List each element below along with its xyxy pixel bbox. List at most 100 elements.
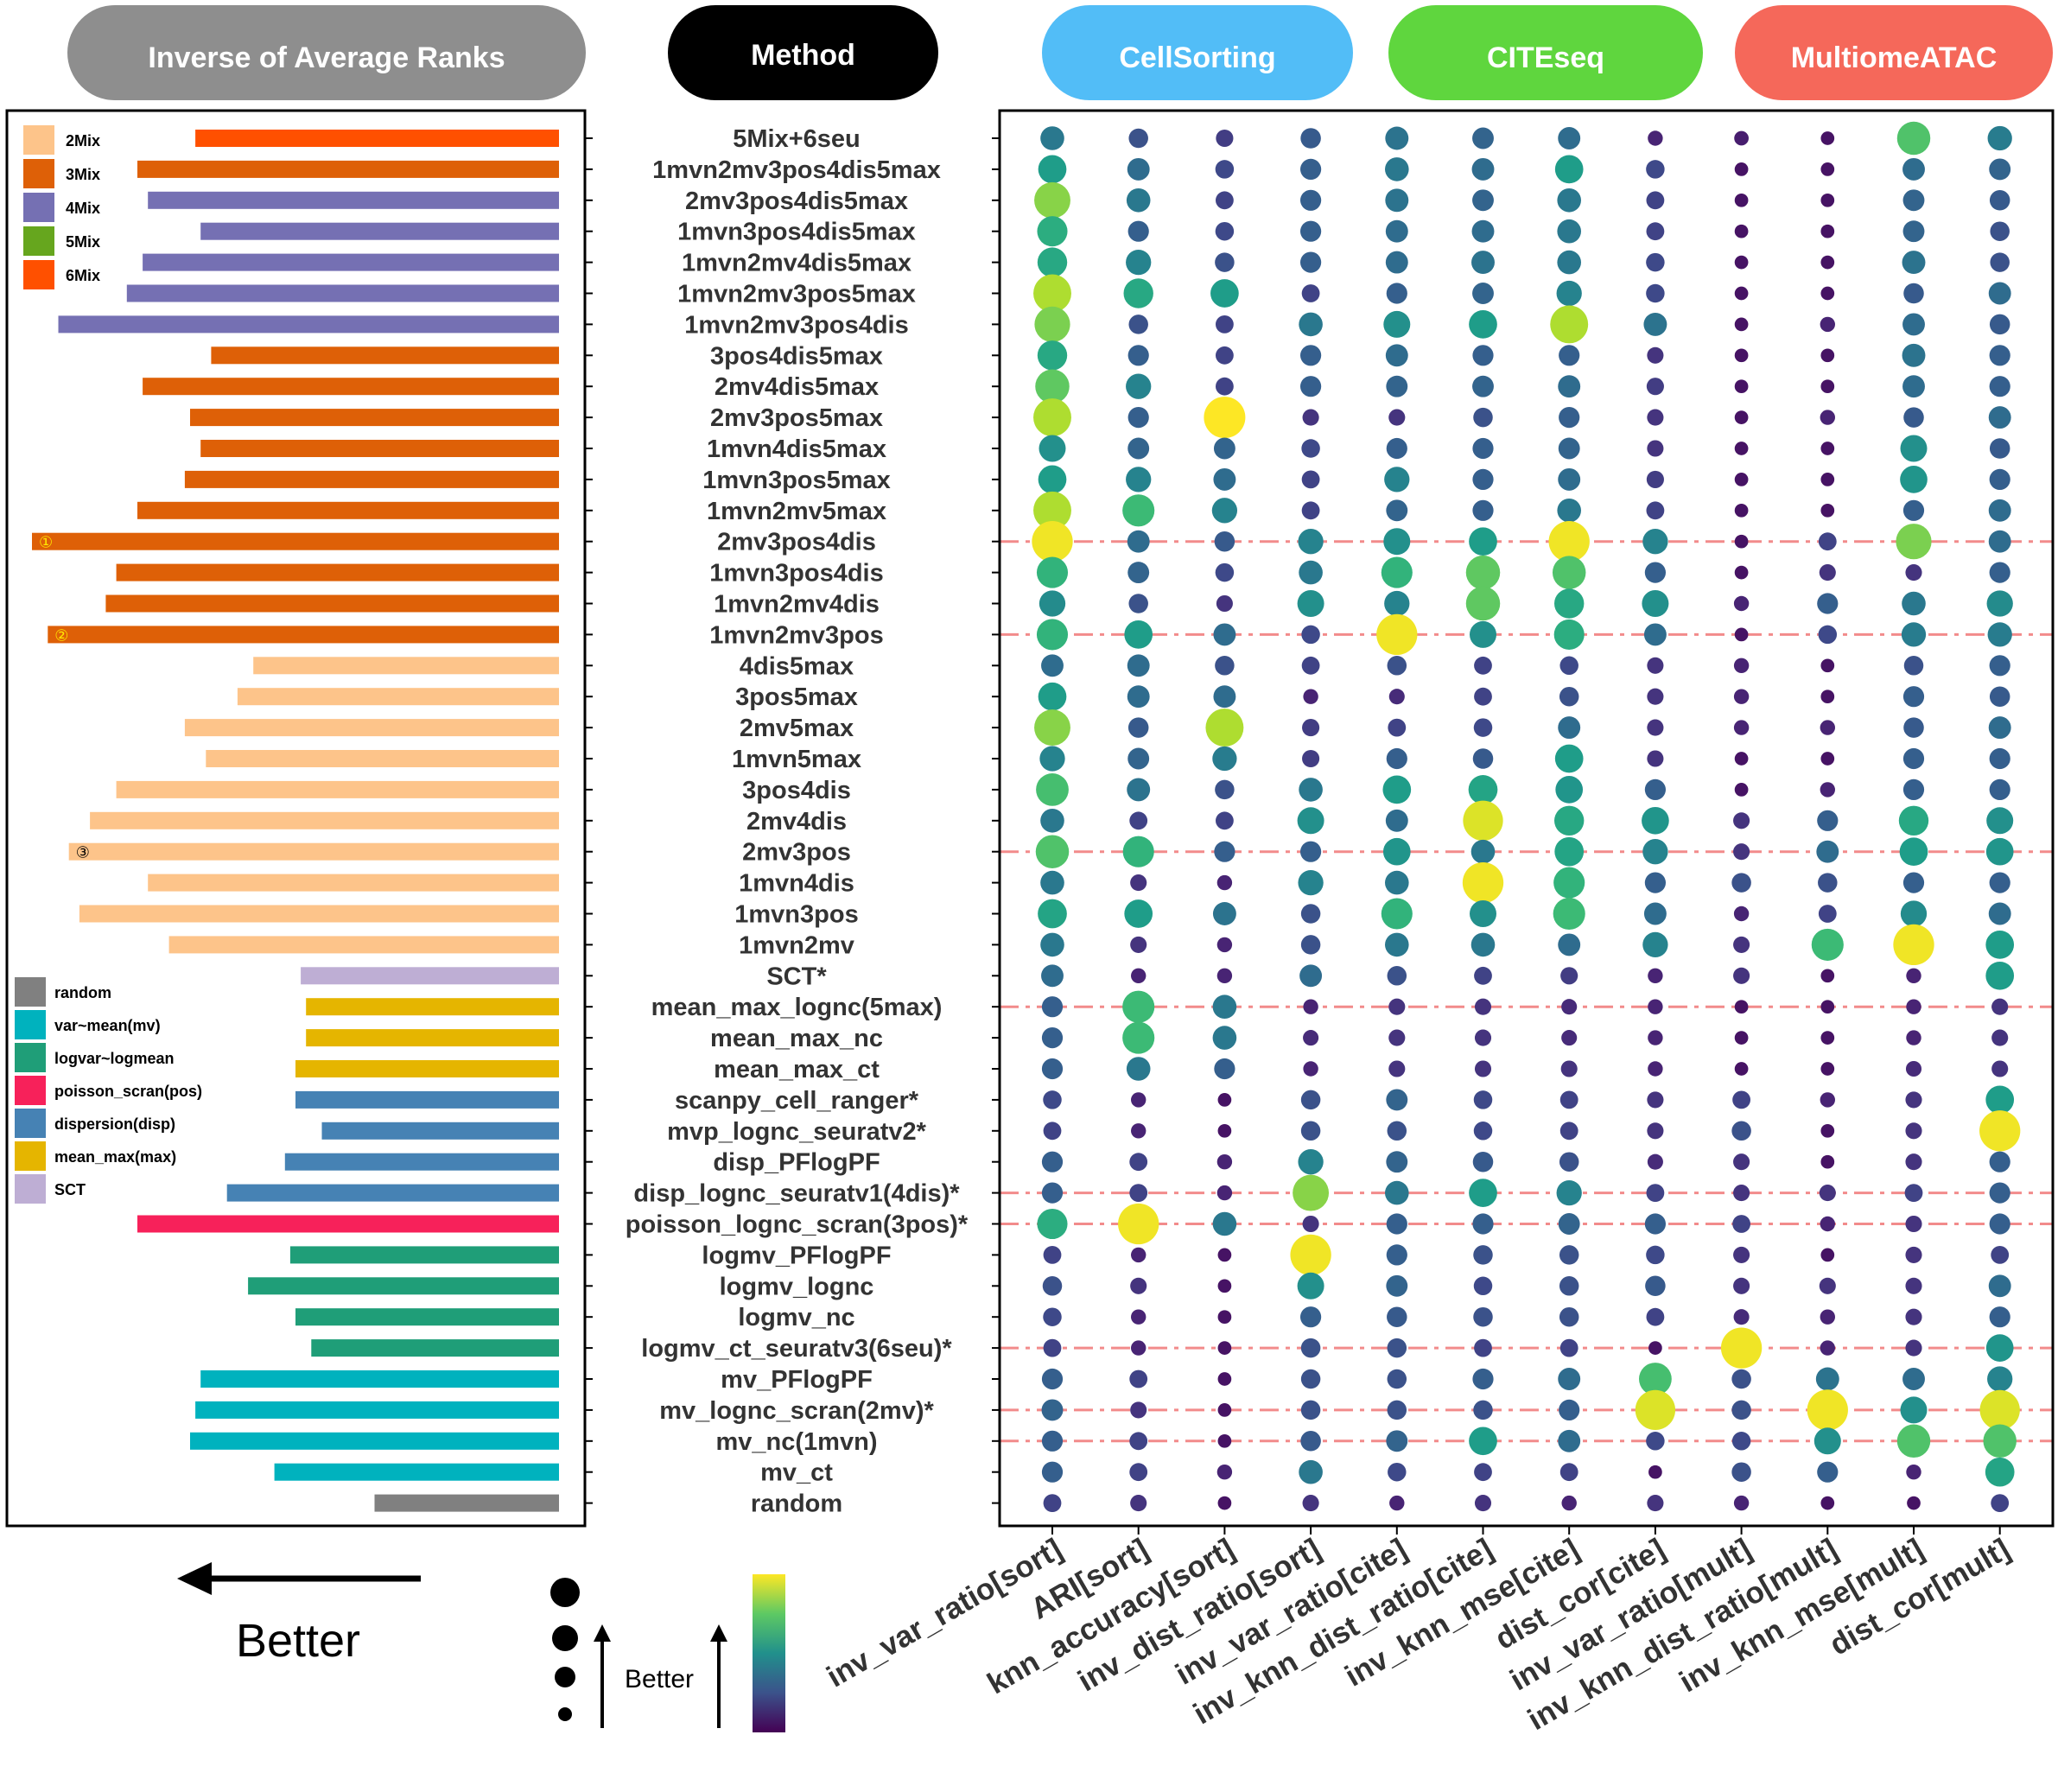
dot xyxy=(1465,555,1501,590)
group-header-pill-multiomeatac xyxy=(1735,5,2053,100)
rank-bar xyxy=(200,440,559,457)
dot xyxy=(1041,1182,1064,1204)
dot xyxy=(1902,189,1925,212)
dot xyxy=(1217,1248,1232,1262)
dot xyxy=(1987,125,2012,151)
dot xyxy=(1038,899,1067,929)
dot xyxy=(1387,1400,1407,1420)
dot xyxy=(1127,157,1150,181)
dot xyxy=(1038,465,1067,494)
dot xyxy=(1902,872,1925,893)
dot xyxy=(1384,590,1410,617)
method-label: mean_max_lognc(5max) xyxy=(651,994,943,1021)
dot xyxy=(1900,466,1928,493)
dot xyxy=(1820,131,1835,145)
dot xyxy=(1041,1058,1064,1080)
method-label: logmv_ct_seuratv3(6seu)* xyxy=(641,1335,952,1363)
dot xyxy=(1216,937,1233,953)
dot xyxy=(1817,810,1839,831)
dot xyxy=(1131,1247,1147,1263)
dot xyxy=(1474,656,1492,675)
dot xyxy=(1034,306,1070,342)
dot xyxy=(1217,1372,1232,1386)
dot xyxy=(1646,283,1665,303)
dot xyxy=(1900,435,1928,462)
dot xyxy=(1734,627,1749,642)
dot xyxy=(1817,1461,1839,1483)
dot xyxy=(1558,1429,1581,1452)
rank-bar-marker: ③ xyxy=(76,844,90,861)
dot xyxy=(1036,619,1069,651)
dot xyxy=(1989,1306,2010,1328)
dot xyxy=(1989,686,2010,707)
dot xyxy=(1039,590,1066,617)
dot xyxy=(1819,1185,1836,1202)
dot xyxy=(1820,782,1835,798)
legend-swatch-5mix xyxy=(23,226,54,256)
legend-swatch-6mix xyxy=(23,260,54,289)
dot xyxy=(1037,1208,1068,1240)
dot xyxy=(1043,1338,1062,1357)
legend-label-random: random xyxy=(54,984,111,1001)
dot xyxy=(1903,717,1924,738)
dot xyxy=(1983,1424,2017,1458)
dot xyxy=(1905,1246,1922,1263)
rank-bar xyxy=(211,346,559,365)
dot xyxy=(1558,375,1581,398)
dot xyxy=(1126,1057,1151,1081)
dot xyxy=(1820,1216,1835,1232)
header-rank-label: Inverse of Average Ranks xyxy=(148,41,505,74)
method-label: mean_max_nc xyxy=(710,1025,883,1052)
dot xyxy=(1648,968,1663,984)
dot xyxy=(1211,498,1238,524)
dot xyxy=(1558,1368,1581,1390)
dot xyxy=(1388,689,1405,705)
dot xyxy=(1902,1368,1925,1390)
dot xyxy=(1557,250,1581,275)
dot xyxy=(1820,752,1835,766)
dot xyxy=(1645,1275,1666,1297)
dot xyxy=(1643,623,1667,646)
dot xyxy=(1472,468,1494,491)
better-arrow: Better xyxy=(177,1562,421,1667)
dot xyxy=(1385,870,1409,895)
dot xyxy=(1820,442,1835,455)
dot xyxy=(1212,746,1237,772)
dot xyxy=(1733,843,1750,861)
dot xyxy=(1558,933,1581,956)
dot xyxy=(1819,564,1836,581)
dot xyxy=(1474,1463,1492,1482)
dot xyxy=(1127,407,1149,429)
dot xyxy=(1559,1306,1579,1327)
dot xyxy=(1470,932,1496,957)
dot xyxy=(1215,221,1235,241)
dot xyxy=(1902,686,1925,708)
dot xyxy=(1385,126,1409,150)
dot xyxy=(1816,840,1839,863)
dot xyxy=(1557,219,1581,244)
dot xyxy=(1904,1184,1923,1202)
rank-bar xyxy=(306,1029,559,1047)
method-label: scanpy_cell_ranger* xyxy=(675,1087,919,1115)
dot xyxy=(1300,1400,1321,1420)
dot xyxy=(1217,1433,1232,1448)
dot xyxy=(1212,1211,1237,1236)
dot xyxy=(1991,1246,2010,1264)
dot xyxy=(1820,1123,1835,1138)
dot xyxy=(1991,998,2009,1015)
rank-bar xyxy=(137,160,559,178)
dot xyxy=(1902,343,1926,367)
dot xyxy=(1127,717,1149,738)
dot xyxy=(1041,964,1064,988)
dot xyxy=(1302,749,1320,768)
dot xyxy=(1820,379,1835,394)
dot xyxy=(1302,1215,1319,1233)
method-label: 1mvn4dis5max xyxy=(707,435,886,463)
dot xyxy=(1646,160,1665,179)
dot xyxy=(1041,1399,1064,1421)
size-legend: Better xyxy=(550,1578,694,1728)
dot xyxy=(1989,438,2010,459)
dot xyxy=(1122,1021,1155,1054)
dot xyxy=(1733,1246,1750,1263)
dot xyxy=(1558,716,1581,740)
